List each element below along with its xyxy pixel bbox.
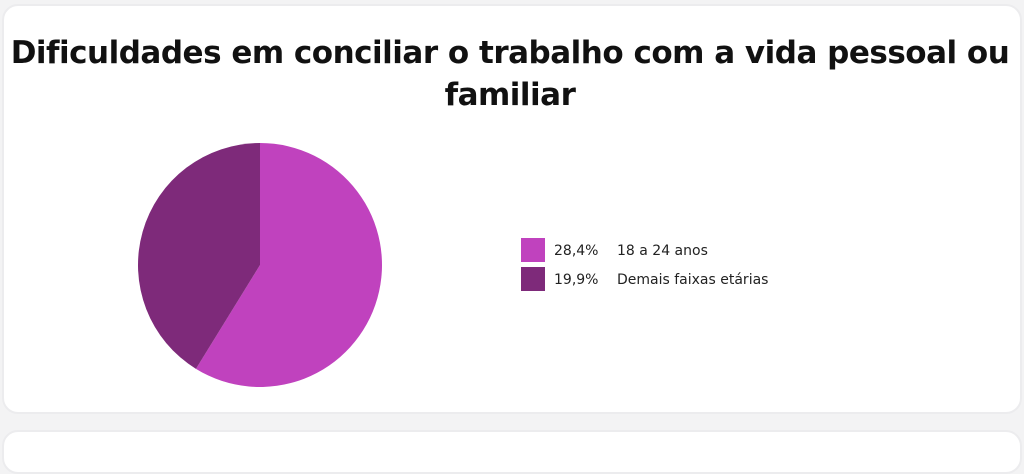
chart: 28,4% 18 a 24 anos 19,9% Demais faixas etár… <box>138 143 768 387</box>
pie-slice <box>195 143 383 387</box>
legend-label: 18 a 24 anos <box>617 243 708 259</box>
pie-slice <box>138 143 260 369</box>
legend-swatch <box>521 267 545 291</box>
page: Dificuldades em conciliar o trabalho com… <box>2 4 1022 474</box>
legend-value: 19,9% <box>554 272 598 288</box>
legend-value: 28,4% <box>554 243 598 259</box>
legend-label: Demais faixas etárias <box>617 272 768 288</box>
legend-swatch <box>521 238 545 262</box>
chart-title: Dificuldades em conciliar o trabalho com… <box>10 35 1010 113</box>
